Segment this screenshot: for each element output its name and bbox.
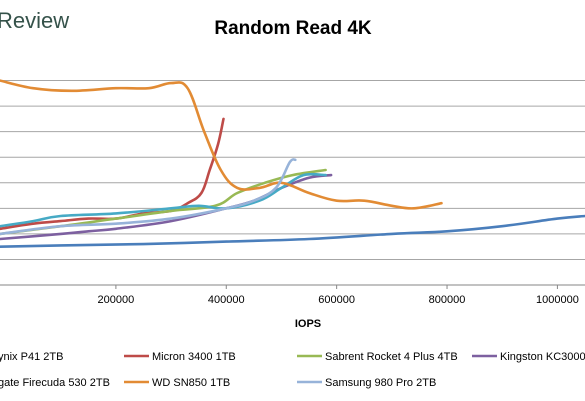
legend-label: ynix P41 2TB <box>0 351 63 363</box>
legend-item: Micron 3400 1TB <box>124 351 236 363</box>
legend-item: Sabrent Rocket 4 Plus 4TB <box>297 351 458 363</box>
series-lines <box>0 79 585 248</box>
x-tick-labels: 200000 400000 600000 800000 1000000 <box>98 294 579 306</box>
series-line-5 <box>0 79 443 210</box>
legend-label: Kingston KC3000 <box>500 351 585 363</box>
legend-label: Samsung 980 Pro 2TB <box>325 377 436 389</box>
legend-item: WD SN850 1TB <box>124 377 230 389</box>
x-tick-label: 200000 <box>98 294 135 306</box>
x-tick-label: 1000000 <box>536 294 579 306</box>
series-line-1 <box>0 117 225 231</box>
gridlines <box>0 80 585 260</box>
legend-item: ynix P41 2TB <box>0 351 63 363</box>
series-line-3 <box>0 173 333 241</box>
x-axis-label: IOPS <box>295 318 321 330</box>
legend-item: Kingston KC3000 <box>472 351 585 363</box>
brand-logo-text: Review <box>0 8 69 33</box>
x-tick-label: 400000 <box>208 294 245 306</box>
x-axis <box>0 284 585 289</box>
legend-item: Samsung 980 Pro 2TB <box>297 377 436 389</box>
chart-title: Random Read 4K <box>214 18 372 39</box>
legend-label: WD SN850 1TB <box>152 377 230 389</box>
legend-label: Sabrent Rocket 4 Plus 4TB <box>325 351 458 363</box>
series-line-0 <box>0 214 585 248</box>
legend-label: gate Firecuda 530 2TB <box>0 377 110 389</box>
legend-item: gate Firecuda 530 2TB <box>0 377 110 389</box>
legend-label: Micron 3400 1TB <box>152 351 236 363</box>
series-line-6 <box>0 158 297 236</box>
x-tick-label: 800000 <box>429 294 466 306</box>
legend: ynix P41 2TB Micron 3400 1TB Sabrent Rocke… <box>0 351 585 389</box>
series-line-2 <box>0 168 327 236</box>
x-tick-label: 600000 <box>318 294 355 306</box>
